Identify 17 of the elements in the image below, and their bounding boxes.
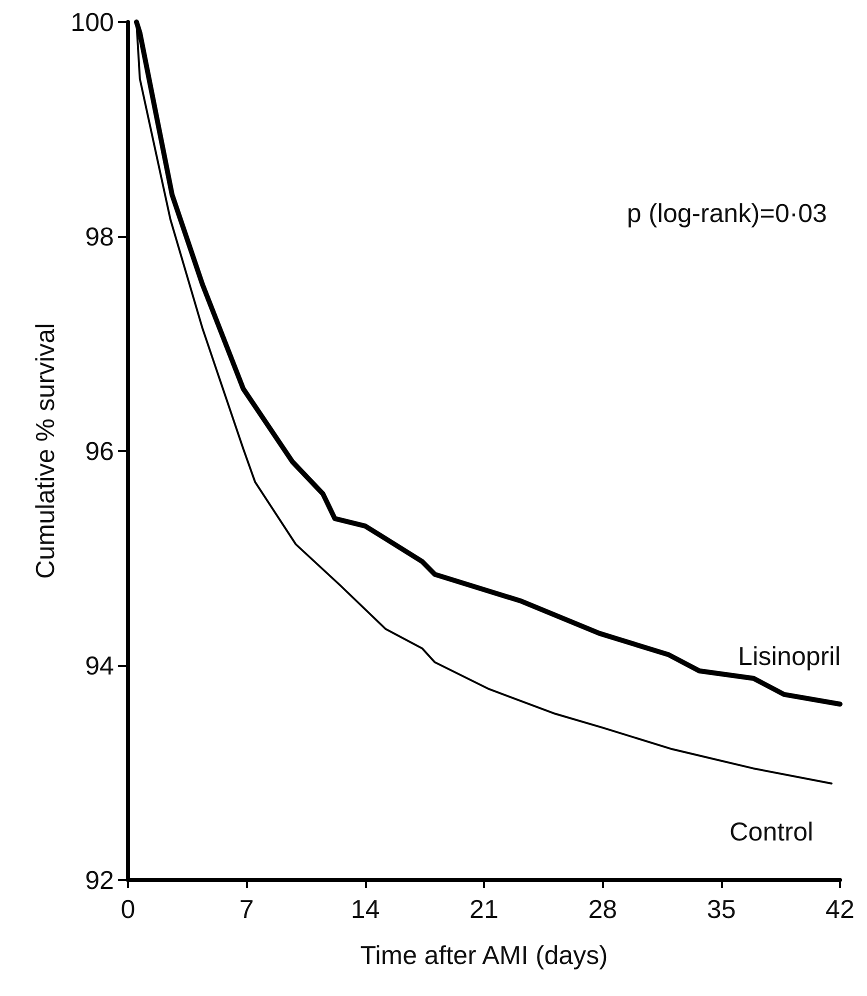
annotation: p (log-rank)=0·03 xyxy=(626,198,827,228)
y-tick-label: 100 xyxy=(70,7,114,37)
series-label: Control xyxy=(730,816,814,846)
x-tick-label: 28 xyxy=(588,894,618,924)
x-tick-label: 7 xyxy=(239,894,254,924)
y-tick-label: 98 xyxy=(85,222,114,252)
y-tick-label: 94 xyxy=(85,650,114,680)
x-tick-label: 0 xyxy=(120,894,136,924)
x-tick-label: 35 xyxy=(706,894,736,924)
x-tick-label: 21 xyxy=(470,894,498,924)
x-tick-label: 14 xyxy=(350,894,380,924)
x-axis-title: Time after AMI (days) xyxy=(360,940,608,970)
x-tick-label: 42 xyxy=(826,894,854,924)
y-tick-label: 96 xyxy=(85,436,114,466)
y-tick-label: 92 xyxy=(85,865,114,895)
series-label: Lisinopril xyxy=(738,641,841,672)
y-axis-title: Cumulative % survival xyxy=(30,323,60,579)
